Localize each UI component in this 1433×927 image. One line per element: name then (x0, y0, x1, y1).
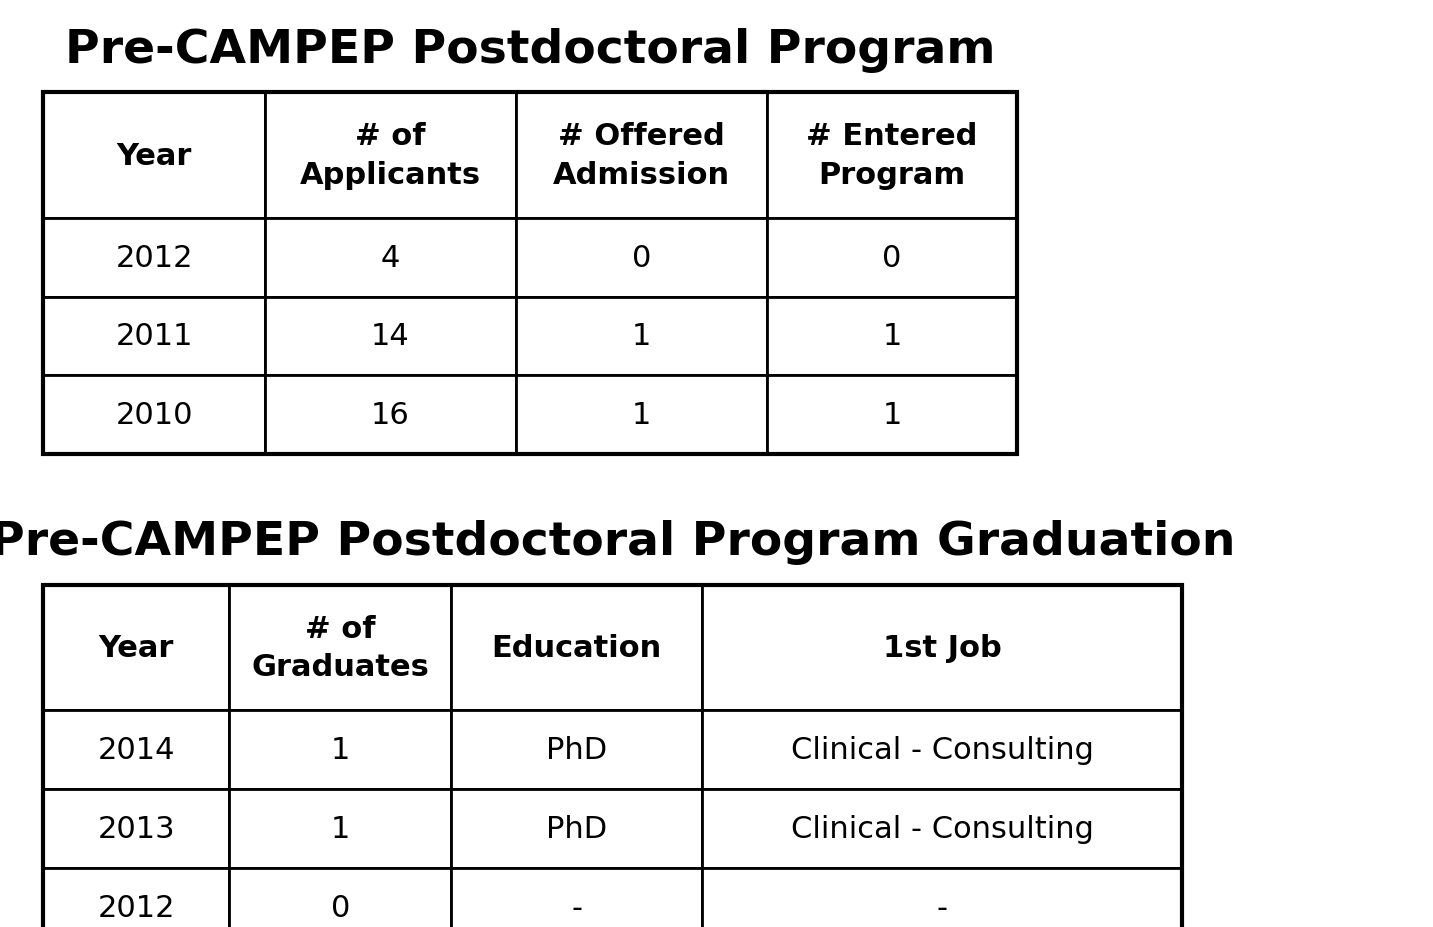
Text: 1: 1 (331, 735, 350, 764)
Text: 1: 1 (632, 400, 651, 430)
Bar (43, 789, 229, 868)
Bar (43, 94, 1017, 455)
Bar (229, 710, 451, 789)
Bar (43, 376, 265, 455)
Bar (516, 94, 767, 219)
Text: 2014: 2014 (97, 735, 175, 764)
Bar (451, 585, 702, 710)
Bar (702, 868, 1182, 927)
Text: 2013: 2013 (97, 814, 175, 843)
Bar (451, 710, 702, 789)
Text: Clinical - Consulting: Clinical - Consulting (791, 735, 1093, 764)
Bar (767, 219, 1017, 298)
Text: 2012: 2012 (97, 893, 175, 921)
Bar (767, 94, 1017, 219)
Text: 14: 14 (371, 322, 410, 351)
Bar (767, 376, 1017, 455)
Bar (43, 585, 229, 710)
Text: 1: 1 (632, 322, 651, 351)
Text: 2012: 2012 (115, 243, 193, 273)
Text: 1: 1 (883, 322, 901, 351)
Bar (43, 868, 229, 927)
Bar (265, 376, 516, 455)
Text: Pre-CAMPEP Postdoctoral Program: Pre-CAMPEP Postdoctoral Program (64, 28, 996, 72)
Text: Year: Year (116, 141, 192, 171)
Text: # of
Graduates: # of Graduates (251, 615, 430, 681)
Text: Education: Education (492, 633, 662, 662)
Bar (265, 219, 516, 298)
Bar (702, 789, 1182, 868)
Text: PhD: PhD (546, 814, 608, 843)
Text: -: - (572, 893, 582, 921)
Text: 1st Job: 1st Job (883, 633, 1002, 662)
Bar (43, 585, 1182, 927)
Bar (702, 585, 1182, 710)
Text: Pre-CAMPEP Postdoctoral Program Graduation: Pre-CAMPEP Postdoctoral Program Graduati… (0, 520, 1235, 565)
Text: # of
Applicants: # of Applicants (299, 122, 481, 189)
Text: 1: 1 (883, 400, 901, 430)
Text: 16: 16 (371, 400, 410, 430)
Bar (43, 219, 265, 298)
Bar (43, 710, 229, 789)
Bar (43, 94, 265, 219)
Text: Clinical - Consulting: Clinical - Consulting (791, 814, 1093, 843)
Bar (265, 94, 516, 219)
Bar (229, 868, 451, 927)
Bar (451, 868, 702, 927)
Text: # Entered
Program: # Entered Program (807, 122, 977, 189)
Bar (516, 219, 767, 298)
Text: 2010: 2010 (115, 400, 193, 430)
Text: # Offered
Admission: # Offered Admission (553, 122, 729, 189)
Bar (265, 298, 516, 376)
Text: 4: 4 (381, 243, 400, 273)
Bar (702, 710, 1182, 789)
Text: 0: 0 (632, 243, 651, 273)
Bar (516, 298, 767, 376)
Text: 0: 0 (331, 893, 350, 921)
Text: 1: 1 (331, 814, 350, 843)
Bar (229, 585, 451, 710)
Bar (516, 376, 767, 455)
Text: Year: Year (99, 633, 173, 662)
Text: 0: 0 (883, 243, 901, 273)
Bar (767, 298, 1017, 376)
Bar (229, 789, 451, 868)
Bar (451, 789, 702, 868)
Text: PhD: PhD (546, 735, 608, 764)
Bar (43, 298, 265, 376)
Text: -: - (937, 893, 947, 921)
Text: 2011: 2011 (115, 322, 193, 351)
